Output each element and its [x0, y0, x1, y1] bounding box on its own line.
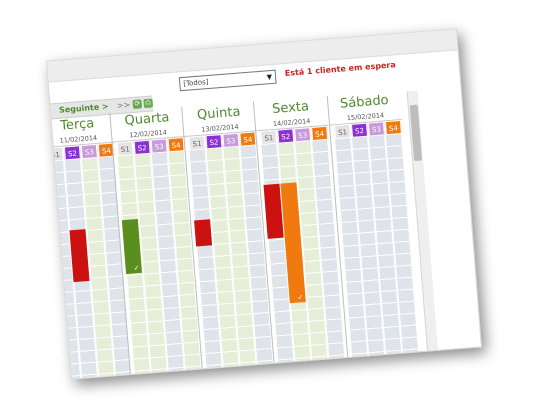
slot-header[interactable]: S3 [80, 143, 98, 160]
refresh-icon[interactable]: ⟳ [132, 99, 143, 109]
slot-header[interactable]: S3 [294, 127, 312, 143]
slot-header[interactable]: S3 [367, 121, 385, 137]
checkmark-icon: ✓ [133, 263, 140, 273]
print-icon[interactable]: ⎙ [143, 98, 154, 109]
day-name: Sexta [271, 99, 310, 118]
appointment-block[interactable] [194, 219, 213, 247]
filter-selected-value: [Todos] [183, 77, 209, 88]
slot-header[interactable]: S4 [239, 131, 257, 147]
slot-header[interactable]: S3 [222, 132, 240, 149]
fast-forward-button[interactable]: >> [116, 100, 131, 111]
checkmark-icon: ✓ [297, 293, 304, 302]
day-name: Quarta [124, 110, 170, 129]
slot-header[interactable]: S4 [384, 120, 402, 136]
slot-header[interactable]: S4 [167, 137, 185, 153]
slot-header[interactable]: S2 [205, 134, 223, 150]
filter-select[interactable]: [Todos] ▼ [178, 69, 277, 92]
day-name: Sábado [339, 92, 390, 112]
slot-header[interactable]: S3 [150, 138, 168, 154]
slot-header[interactable]: S2 [63, 145, 81, 161]
slot-header[interactable]: S1 [116, 141, 134, 157]
slot-header[interactable]: S1 [46, 146, 64, 162]
waiting-clients-alert[interactable]: Está 1 cliente em espera [284, 60, 397, 78]
schedule-window: [Todos] ▼ Está 1 cliente em espera Segui… [46, 28, 482, 380]
dropdown-arrow-icon: ▼ [266, 72, 273, 82]
day-name: Terça [59, 116, 95, 134]
slot-header[interactable]: S1 [188, 135, 206, 151]
day-name: Quinta [196, 104, 241, 123]
slot-header[interactable]: S2 [350, 122, 369, 138]
slot-header[interactable]: S2 [133, 139, 151, 155]
slot-header[interactable]: S4 [311, 125, 329, 142]
slot-header[interactable]: S2 [277, 128, 295, 144]
slot-header[interactable]: S1 [334, 124, 352, 140]
slot-header[interactable]: S1 [260, 129, 278, 146]
